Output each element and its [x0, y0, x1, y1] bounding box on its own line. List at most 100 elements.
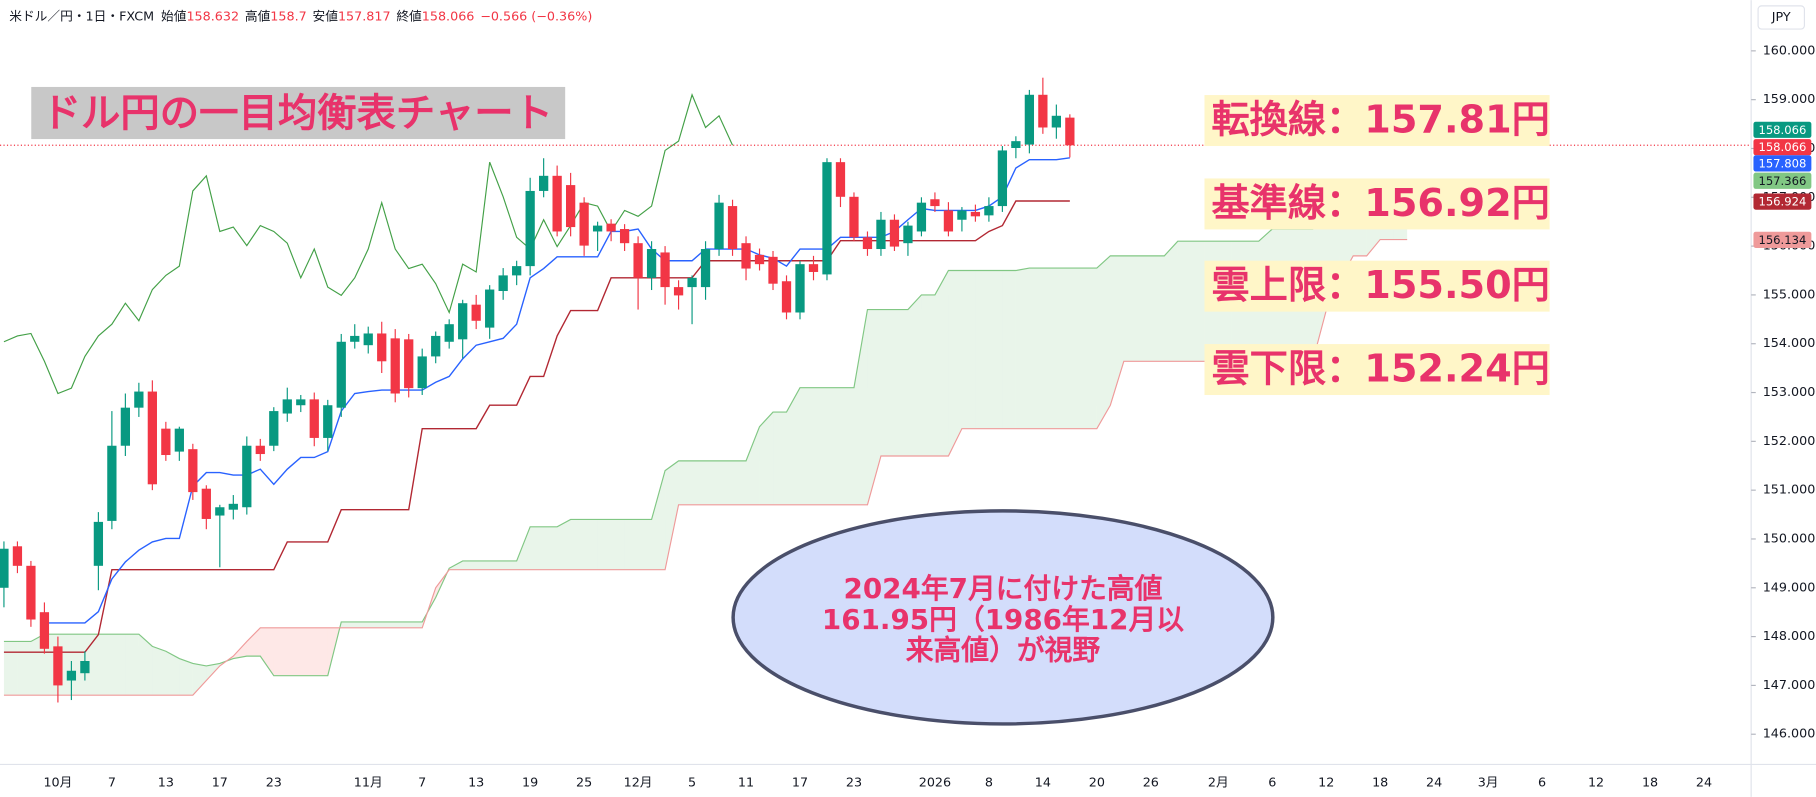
cloud: [3, 641, 18, 696]
x-tick-label: 7: [418, 776, 426, 791]
cloud: [1002, 270, 1016, 429]
candle-body: [1011, 141, 1021, 148]
y-tick-label: 153.000: [1763, 385, 1816, 400]
price-tag: [1753, 172, 1812, 189]
high-label: 高値: [245, 8, 271, 24]
currency-box[interactable]: [1757, 5, 1805, 30]
cloud: [975, 270, 989, 429]
candle-body: [120, 407, 131, 446]
x-tick-label: 23: [846, 776, 862, 791]
x-tick-label: 24: [1426, 776, 1442, 791]
candle-body: [512, 266, 522, 276]
cloud: [341, 621, 355, 628]
candle-body: [215, 507, 225, 516]
x-tick-label: 25: [576, 776, 592, 791]
cloud: [948, 270, 962, 456]
cloud: [476, 560, 490, 570]
y-tick-label: 148.000: [1763, 629, 1816, 644]
senkou-span-b: [3, 238, 1408, 696]
candle-body: [404, 339, 414, 389]
cloud: [1015, 268, 1030, 429]
high-value: 158.7: [270, 9, 306, 24]
candle-body: [957, 210, 967, 220]
y-tick-label: 146.000: [1763, 727, 1816, 742]
candle-body: [539, 175, 549, 191]
cloud: [260, 627, 274, 676]
candle-body: [323, 405, 333, 438]
candle-body: [768, 256, 778, 284]
candle-body: [188, 449, 198, 493]
cloud: [192, 663, 207, 696]
x-tick-label: 13: [468, 776, 484, 791]
cloud: [907, 294, 922, 456]
x-tick-label: 19: [522, 776, 538, 791]
cloud: [1164, 241, 1178, 362]
cloud: [705, 460, 720, 505]
x-tick-label: 2026: [919, 776, 951, 791]
candle-body: [579, 202, 589, 246]
x-tick-label: 12月: [624, 776, 653, 791]
candle-body: [228, 503, 238, 510]
cloud: [408, 621, 423, 628]
callout-line: 161.95円（1986年12月以: [822, 603, 1184, 636]
cloud: [543, 526, 558, 570]
candle-body: [107, 445, 117, 521]
symbol: 米ドル／円・1日・FXCM: [9, 9, 154, 24]
annotation-box: [1204, 260, 1550, 312]
candle-body: [161, 428, 171, 456]
cloud: [138, 634, 153, 696]
low-value: 157.817: [338, 9, 391, 24]
cloud: [1056, 268, 1070, 429]
cloud: [1083, 268, 1097, 429]
cloud: [489, 560, 504, 570]
cloud: [853, 309, 868, 505]
candle-body: [1024, 94, 1035, 145]
cloud: [597, 519, 612, 570]
candle-body: [12, 546, 23, 566]
candle-body: [903, 225, 913, 244]
candle-body: [552, 175, 562, 232]
candle-body: [93, 521, 104, 566]
annotation: 基準線：156.92円: [1211, 182, 1549, 226]
candle-body: [970, 211, 981, 217]
cloud: [880, 309, 895, 456]
y-tick-label: 147.000: [1763, 678, 1816, 693]
low-label: 安値: [313, 8, 339, 24]
candle-body: [876, 219, 886, 250]
cloud: [17, 641, 31, 696]
cloud: [30, 634, 45, 696]
callout-line: 2024年7月に付けた高値: [844, 572, 1163, 605]
candle-body: [849, 196, 859, 238]
cloud: [1123, 255, 1138, 362]
candle-body: [471, 304, 481, 321]
candle-body: [39, 612, 50, 649]
candle-body: [943, 210, 954, 232]
candle-body: [565, 185, 576, 228]
price-tag-label: 158.066: [1758, 123, 1806, 137]
cloud: [530, 526, 544, 570]
cloud: [638, 519, 652, 570]
cloud: [894, 309, 908, 456]
y-tick-label: 154.000: [1763, 336, 1816, 351]
candle-body: [80, 660, 90, 674]
symbol-header: 米ドル／円・1日・FXCM 始値158.632 高値158.7 安値157.817 終値…: [9, 8, 592, 24]
cloud: [111, 634, 126, 696]
candle-body: [916, 202, 927, 232]
candle-body: [808, 264, 819, 272]
price-tag: [1753, 121, 1812, 138]
x-tick-label: 18: [1372, 776, 1388, 791]
cloud: [287, 627, 301, 676]
cloud: [692, 460, 706, 505]
candle-body: [633, 243, 643, 278]
x-tick-label: 11月: [354, 776, 383, 791]
price-tag: [1753, 139, 1812, 156]
candle-body: [134, 391, 144, 408]
currency[interactable]: JPY: [1771, 10, 1791, 25]
candle-body: [741, 243, 751, 269]
cloud: [826, 387, 841, 505]
candle-body: [984, 206, 994, 216]
x-tick-label: 3月: [1478, 776, 1499, 791]
callout-line: 来高値）が視野: [906, 633, 1101, 666]
cloud: [125, 634, 139, 696]
